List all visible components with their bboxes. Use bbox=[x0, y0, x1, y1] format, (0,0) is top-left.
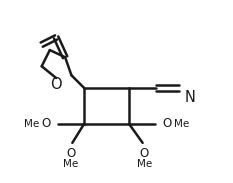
Text: O: O bbox=[50, 77, 62, 92]
Text: Me: Me bbox=[174, 119, 189, 129]
Text: O: O bbox=[140, 147, 149, 160]
Text: Me: Me bbox=[24, 119, 39, 129]
Text: Me: Me bbox=[63, 159, 78, 169]
Text: O: O bbox=[41, 117, 51, 130]
Text: O: O bbox=[162, 117, 172, 130]
Text: O: O bbox=[66, 147, 75, 160]
Text: N: N bbox=[185, 90, 196, 105]
Text: Me: Me bbox=[137, 159, 152, 169]
